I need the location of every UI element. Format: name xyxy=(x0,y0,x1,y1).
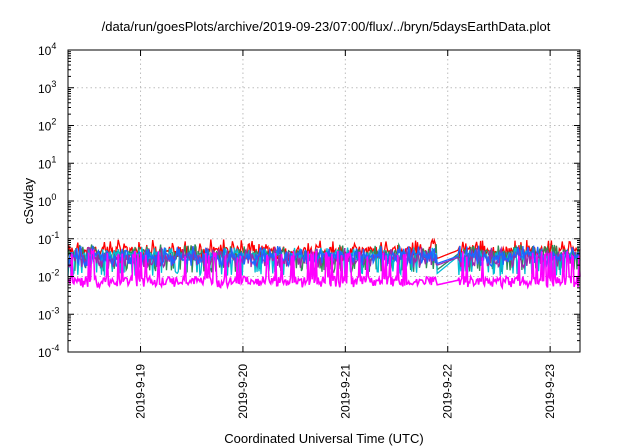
x-tick-label: 2019-9-22 xyxy=(441,364,455,419)
x-axis: 2019-9-19 2019-9-20 2019-9-21 2019-9-22 2019… xyxy=(134,50,557,419)
y-tick-label: 103 xyxy=(38,79,56,96)
x-tick-label: 2019-9-20 xyxy=(236,364,250,419)
series-line xyxy=(67,247,581,291)
y-tick-label: 10-3 xyxy=(38,305,59,322)
grid xyxy=(68,50,580,352)
y-tick-label: 104 xyxy=(38,41,56,58)
y-tick-label: 10-1 xyxy=(38,230,59,247)
x-tick-label: 2019-9-19 xyxy=(134,364,148,419)
chart-title: /data/run/goesPlots/archive/2019-09-23/0… xyxy=(102,19,551,34)
x-axis-label: Coordinated Universal Time (UTC) xyxy=(224,431,423,446)
y-axis: 10-4 10-3 10-2 10-1 100 101 102 103 104 xyxy=(38,41,580,360)
y-axis-label: cSv/day xyxy=(21,177,36,224)
y-tick-label: 10-2 xyxy=(38,268,59,285)
y-tick-label: 101 xyxy=(38,154,56,171)
y-tick-label: 10-4 xyxy=(38,343,59,360)
y-tick-label: 102 xyxy=(38,117,56,134)
series-layer xyxy=(67,237,581,291)
y-tick-label: 100 xyxy=(38,192,56,209)
x-tick-label: 2019-9-21 xyxy=(338,364,352,419)
series-line xyxy=(67,245,581,269)
x-tick-label: 2019-9-23 xyxy=(543,364,557,419)
